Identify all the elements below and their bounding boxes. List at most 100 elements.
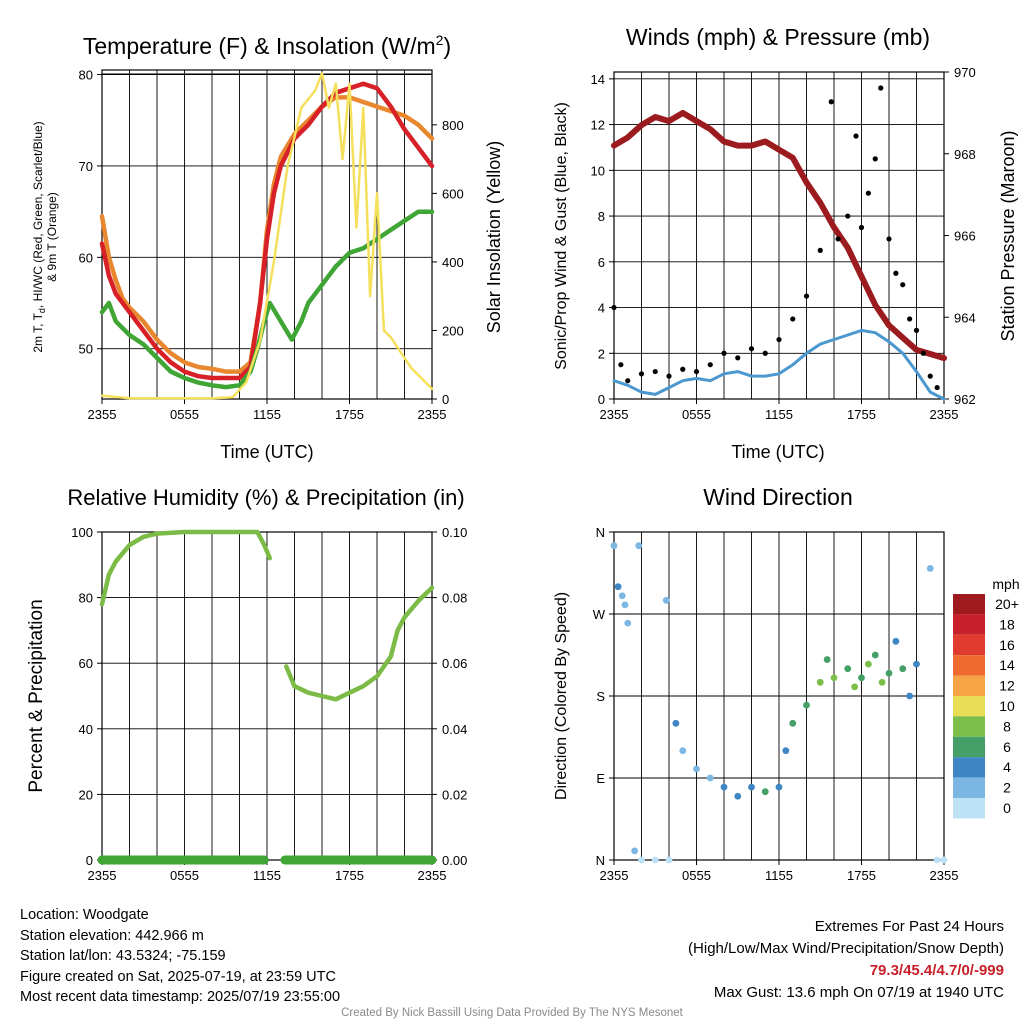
gust-point [666, 373, 672, 379]
humidity-title: Relative Humidity (%) & Precipitation (i… [67, 485, 464, 510]
legend-swatch [953, 614, 985, 635]
temperature-panel: Temperature (F) & Insolation (W/m2) 2m T… [31, 32, 504, 462]
gust-point [707, 362, 713, 368]
rh-xtick-label: 1155 [253, 868, 281, 883]
winds-ylabel: Sonic/Prop Wind & Gust (Blue, Black) [553, 102, 570, 370]
legend-swatch [953, 777, 985, 798]
wdir-xtick-label: 1755 [847, 868, 876, 883]
gust-point [927, 373, 933, 379]
temp-xtick-label: 1755 [335, 407, 364, 422]
speed-legend: 20+ 18 16 14 12 10 8 6 4 2 0 [953, 594, 1019, 819]
temp-y2tick-label: 0 [442, 392, 449, 407]
gust-point [817, 247, 823, 253]
rh-xtick-label: 2355 [88, 868, 117, 883]
winds-y2tick-label: 968 [954, 147, 976, 162]
direction-point [651, 856, 659, 864]
legend-label: 2 [1003, 780, 1011, 796]
winds-y2tick-label: 970 [954, 65, 976, 80]
extremes-info: Extremes For Past 24 Hours (High/Low/Max… [688, 916, 1004, 1004]
gust-point [735, 355, 741, 361]
gust-point [878, 85, 884, 91]
temperature-xlabel: Time (UTC) [220, 442, 313, 462]
legend-swatch [953, 655, 985, 676]
rh-y2tick-label: 0.08 [442, 591, 467, 606]
temp-series-line [100, 72, 434, 400]
direction-point [844, 665, 852, 673]
gust-point [693, 368, 700, 375]
temperature-ylabel-line1: 2m T, Td, HI/WC (Red, Green, Scarlet/Blu… [31, 121, 47, 352]
direction-point [693, 765, 700, 773]
direction-point [789, 719, 797, 727]
direction-point [672, 719, 680, 727]
rh-xtick-label: 0555 [170, 868, 199, 883]
direction-point [803, 701, 810, 709]
direction-point [624, 619, 632, 627]
rh-ytick-label: 60 [79, 656, 93, 671]
gust-point [618, 362, 624, 368]
legend-label: 16 [999, 637, 1015, 653]
gust-point [920, 350, 926, 356]
rh-y2tick-label: 0.04 [442, 722, 467, 737]
extremes-values: 79.3/45.4/4.7/0/-999 [869, 962, 1004, 979]
legend-label: 8 [1003, 718, 1011, 734]
direction-point [734, 792, 742, 800]
direction-point [782, 747, 790, 755]
gust-point [893, 270, 899, 276]
humidity-panel: Relative Humidity (%) & Precipitation (i… [26, 485, 467, 883]
wind-direction-panel: Wind Direction Direction (Colored By Spe… [553, 484, 1020, 883]
wdir-ytick-label: N [596, 525, 605, 540]
winds-xlabel: Time (UTC) [731, 442, 824, 462]
gust-point [872, 156, 878, 162]
legend-swatch [953, 675, 985, 696]
recent-timestamp: Most recent data timestamp: 2025/07/19 2… [20, 989, 341, 1005]
direction-point [892, 637, 900, 645]
direction-point [706, 774, 714, 782]
direction-point [614, 583, 622, 591]
legend-label: 20+ [995, 596, 1019, 612]
winds-ytick-label: 0 [598, 392, 605, 407]
direction-point [679, 747, 687, 755]
winds-series-line [611, 109, 947, 362]
extremes-subtitle: (High/Low/Max Wind/Precipitation/Snow De… [688, 940, 1004, 957]
wdir-ytick-label: E [596, 771, 605, 786]
temperature-ylabel-line2: & 9m T (Orange) [45, 192, 59, 282]
direction-point [662, 596, 670, 604]
temp-series-line [99, 81, 435, 381]
winds-y2tick-label: 962 [954, 392, 976, 407]
gust-point [845, 213, 851, 219]
legend-label: 4 [1003, 759, 1011, 775]
gust-point [625, 378, 631, 384]
direction-point [858, 674, 865, 682]
wdir-xtick-label: 2355 [600, 868, 629, 883]
gust-point [907, 316, 913, 322]
rh-ytick-label: 40 [79, 722, 93, 737]
winds-ytick-label: 6 [598, 255, 605, 270]
winds-ytick-label: 12 [591, 118, 605, 133]
winds-xtick-label: 0555 [682, 407, 711, 422]
legend-label: 18 [999, 616, 1015, 632]
winds-panel: Winds (mph) & Pressure (mb) Sonic/Prop W… [553, 24, 1018, 462]
legend-swatch [953, 798, 985, 819]
temp-ytick-label: 70 [79, 159, 93, 174]
temp-y2tick-label: 400 [442, 255, 464, 270]
winds-xtick-label: 1155 [765, 407, 793, 422]
direction-point [621, 601, 629, 609]
direction-point [665, 856, 673, 864]
wdir-xtick-label: 0555 [682, 868, 711, 883]
winds-title: Winds (mph) & Pressure (mb) [626, 24, 930, 50]
direction-point [775, 783, 783, 791]
temp-y2tick-label: 800 [442, 118, 464, 133]
legend-swatch [953, 594, 985, 615]
direction-point [748, 783, 755, 791]
gust-point [776, 336, 782, 343]
gust-point [790, 316, 796, 322]
legend-label: 10 [999, 698, 1015, 714]
direction-point [618, 592, 626, 600]
gust-point [934, 384, 940, 391]
temp-ytick-label: 80 [79, 68, 93, 83]
direction-point [851, 683, 859, 691]
station-latlon: Station lat/lon: 43.5324; -75.159 [20, 948, 226, 964]
wdir-xtick-label: 1155 [765, 868, 793, 883]
direction-point [761, 788, 769, 796]
direction-point [830, 674, 838, 682]
